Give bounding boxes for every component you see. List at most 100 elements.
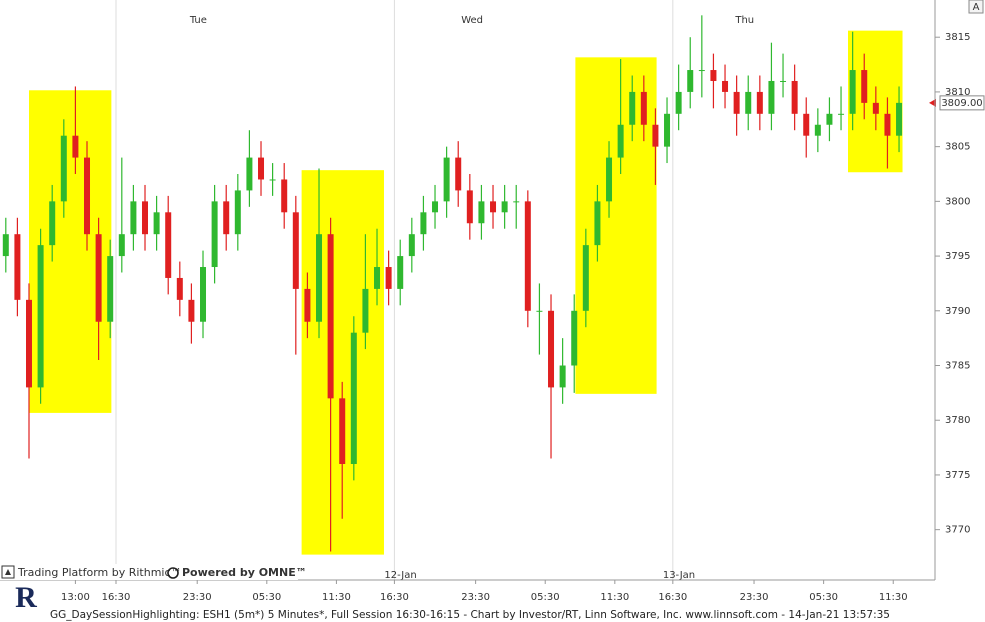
y-tick-label: 3795 [945, 251, 970, 262]
candle-body [664, 113, 671, 147]
x-tick-label: 11:30 [600, 592, 629, 603]
candle-body [176, 277, 183, 300]
candle-body [165, 212, 172, 278]
x-tick-label: 16:30 [658, 592, 687, 603]
candle-body [374, 267, 381, 289]
candle-body [2, 234, 9, 257]
x-tick-label: 05:30 [809, 592, 838, 603]
y-tick-label: 3780 [945, 415, 970, 426]
candle-body [814, 124, 821, 136]
x-tick-label: 11:30 [322, 592, 351, 603]
x-tick-label: 23:30 [183, 592, 212, 603]
day-label: Wed [461, 15, 483, 26]
x-tick-label: 11:30 [879, 592, 908, 603]
candle-body [443, 157, 450, 202]
x-tick-label: 23:30 [740, 592, 769, 603]
candle-body [606, 157, 613, 202]
y-tick-label: 3800 [945, 196, 970, 207]
candle-body [490, 201, 497, 213]
candle-body [385, 267, 392, 289]
candle-body [629, 91, 636, 125]
candle-body [37, 245, 44, 388]
candle-body [118, 234, 125, 257]
candle-body [571, 310, 578, 366]
candle-body [350, 332, 357, 464]
candle-body [849, 70, 856, 114]
y-tick-label: 3790 [945, 306, 970, 317]
candle-body [432, 201, 439, 213]
candle-body [246, 157, 253, 191]
candle-body [559, 365, 566, 388]
candle-body [130, 201, 137, 235]
candle-body [548, 310, 555, 388]
branding-bar [0, 564, 298, 580]
x-tick-label: 13:00 [61, 592, 90, 603]
candle-body [26, 299, 33, 388]
candle-body [791, 80, 798, 114]
candle-body [803, 113, 810, 136]
candle-body [524, 201, 531, 311]
y-tick-label: 3815 [945, 32, 970, 43]
candle-body [200, 267, 207, 322]
omne-icon [167, 567, 179, 579]
candle-body [872, 102, 879, 114]
candle-body [698, 70, 705, 72]
candle-body [513, 201, 520, 203]
button-label[interactable]: A [973, 2, 980, 13]
last-price-box [939, 95, 985, 111]
y-tick-label: 3775 [945, 470, 970, 481]
y-tick-label: 3805 [945, 142, 970, 153]
candle-body [733, 91, 740, 114]
candle-body [60, 135, 67, 202]
date-label: 13-Jan [663, 570, 695, 581]
y-tick-label: 3785 [945, 361, 970, 372]
footer: GG_DaySessionHighlighting: ESH1 (5m*) 5 … [50, 609, 890, 621]
candle-body [49, 201, 56, 246]
candle-body [617, 124, 624, 158]
candle-body [722, 80, 729, 92]
candle-body [455, 157, 462, 191]
last-price-label: 3809.00 [941, 98, 982, 109]
x-tick-label: 05:30 [252, 592, 281, 603]
candle-body [420, 212, 427, 235]
candle-body [640, 91, 647, 125]
candle-body [234, 190, 241, 235]
candle-body [72, 135, 79, 158]
candle-body [14, 234, 21, 300]
candle-body [211, 201, 218, 268]
candle-body [95, 234, 102, 322]
candle-body [652, 124, 659, 147]
y-tick-label: 3770 [945, 525, 970, 536]
candle-body [768, 80, 775, 114]
candle-body [745, 91, 752, 114]
candle-body [304, 288, 311, 322]
candle-body [582, 245, 589, 311]
auto-scale-button[interactable] [968, 0, 984, 14]
x-tick-label: 05:30 [531, 592, 560, 603]
logo: R [15, 581, 37, 614]
candle-body [327, 234, 334, 399]
candle-body [756, 91, 763, 114]
candle-body [501, 201, 508, 213]
candle-body [316, 234, 323, 322]
branding-icon-arrow [5, 569, 11, 575]
candle-body [153, 212, 160, 235]
candle-body [142, 201, 149, 235]
candle-body [675, 91, 682, 114]
candle-body [826, 113, 833, 125]
y-tick-label: 3810 [945, 87, 970, 98]
candle-body [188, 299, 195, 322]
date-label: 12-Jan [384, 570, 416, 581]
x-tick-label: 23:30 [461, 592, 490, 603]
candle-body [84, 157, 91, 235]
candle-body [269, 179, 276, 181]
candle-body [362, 288, 369, 333]
candle-body [107, 256, 114, 322]
x-tick-label: 16:30 [380, 592, 409, 603]
day-label: Tue [189, 15, 207, 26]
candle-body [896, 102, 903, 136]
x-tick-label: 16:30 [102, 592, 131, 603]
